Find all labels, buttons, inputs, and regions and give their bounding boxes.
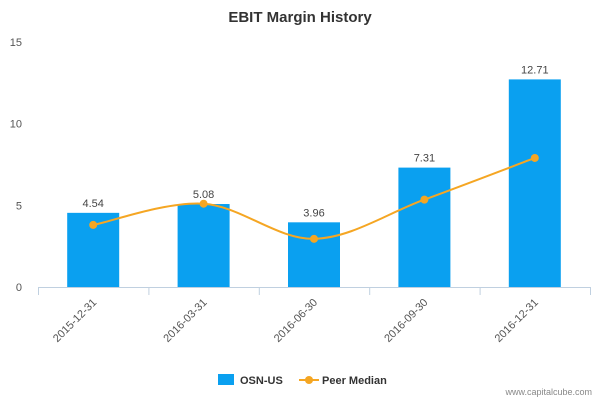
bar-data-label: 7.31: [414, 153, 435, 165]
y-tick-label: 0: [16, 282, 22, 294]
credit-text: www.capitalcube.com: [504, 387, 592, 397]
legend-osn-us-label: OSN-US: [240, 375, 283, 387]
bar: [508, 79, 561, 287]
legend-osn-us-swatch: [218, 374, 234, 385]
bar-data-label: 12.71: [521, 64, 549, 76]
peer-median-point: [89, 220, 98, 229]
x-tick-label: 2015-12-31: [51, 297, 99, 345]
peer-median-point: [199, 199, 208, 208]
x-axis: 2015-12-31 2016-03-31 2016-06-30 2016-09-30…: [38, 287, 591, 345]
x-tick-label: 2016-03-31: [161, 297, 209, 345]
bar: [177, 204, 230, 287]
y-tick-label: 5: [16, 200, 22, 212]
bar-data-label: 4.54: [82, 198, 103, 210]
x-tick-label: 2016-09-30: [382, 297, 430, 345]
line-series: [89, 153, 539, 243]
bar-data-label: 3.96: [303, 207, 324, 219]
x-tick-label: 2016-06-30: [272, 297, 320, 345]
bar-data-label: 5.08: [193, 189, 214, 201]
peer-median-point: [420, 195, 429, 204]
peer-median-point: [310, 234, 318, 243]
legend: OSN-US Peer Median: [218, 374, 387, 387]
y-tick-label: 15: [10, 37, 22, 49]
bar-data-labels: 4.54 5.08 3.96 7.31 12.71: [82, 64, 548, 219]
y-axis: 0 5 10 15: [10, 37, 22, 294]
legend-peer-median-marker: [305, 376, 313, 384]
bar: [288, 222, 340, 287]
chart-title: EBIT Margin History: [228, 9, 372, 26]
bar: [398, 167, 451, 287]
peer-median-point: [530, 153, 539, 162]
legend-peer-median-label: Peer Median: [322, 375, 387, 387]
y-tick-label: 10: [10, 119, 22, 131]
bar-series: [67, 79, 561, 287]
x-tick-label: 2016-12-31: [493, 297, 541, 345]
